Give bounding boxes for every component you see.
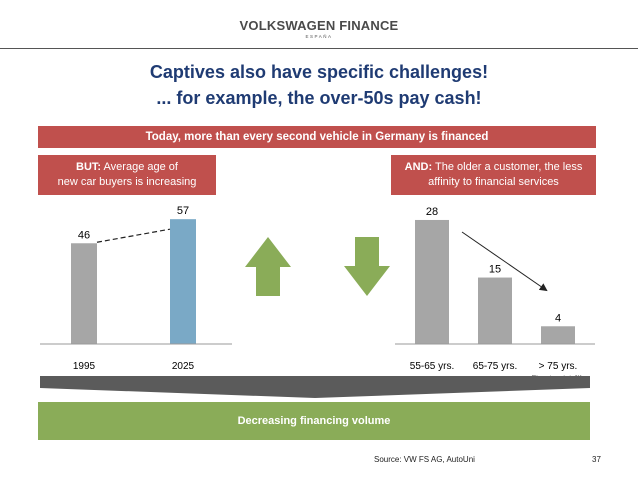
affinity-callout-bold: AND: bbox=[404, 161, 433, 173]
age-callout-box: BUT: Average age of new car buyers is in… bbox=[38, 155, 216, 195]
chart1-value-2025: 57 bbox=[177, 205, 189, 217]
chart2-bar-75-plus bbox=[541, 326, 575, 344]
chart2-bar-65-75 bbox=[478, 277, 512, 344]
financing-banner: Today, more than every second vehicle in… bbox=[38, 126, 596, 148]
page-number: 37 bbox=[592, 455, 601, 464]
chart2-value-55-65: 28 bbox=[426, 206, 438, 218]
chart2-label-55-65: 55-65 yrs. bbox=[410, 361, 454, 372]
affinity-callout-text-2: affinity to financial services bbox=[428, 176, 559, 188]
slide-title-line-2: ... for example, the over-50s pay cash! bbox=[156, 88, 482, 108]
up-arrow-icon bbox=[245, 237, 291, 296]
chart2-bar-55-65 bbox=[415, 219, 449, 344]
chart1-label-1995: 1995 bbox=[73, 361, 96, 372]
chart1-bar-1995 bbox=[71, 243, 97, 344]
age-callout-text-2: new car buyers is increasing bbox=[57, 176, 197, 188]
affinity-callout-line-1: AND: The older a customer, the less bbox=[405, 160, 583, 175]
chart1-trend-dash bbox=[96, 228, 171, 243]
age-callout-bold: BUT: bbox=[76, 161, 102, 173]
chart2-label-75-plus: > 75 yrs. bbox=[539, 361, 578, 372]
source-note: Source: VW FS AG, AutoUni bbox=[374, 455, 475, 464]
convergence-chevron bbox=[40, 376, 590, 398]
chart2-value-65-75: 15 bbox=[489, 264, 501, 276]
down-arrow-icon bbox=[344, 237, 390, 296]
header-divider bbox=[0, 48, 638, 49]
affinity-callout-box: AND: The older a customer, the less affi… bbox=[391, 155, 596, 195]
age-callout-text-1: Average age of bbox=[101, 161, 178, 173]
slide-title-line-1: Captives also have specific challenges! bbox=[149, 62, 489, 82]
chart2-value-75-plus: 4 bbox=[555, 312, 561, 324]
chart1-label-2025: 2025 bbox=[172, 361, 195, 372]
chart2-label-65-75: 65-75 yrs. bbox=[473, 361, 517, 372]
brand-subtitle: ESPAÑA bbox=[305, 34, 333, 39]
chart2-decline-arrow bbox=[461, 231, 548, 292]
affinity-callout-text-1: The older a customer, the less bbox=[432, 161, 583, 173]
brand-logo-text: VOLKSWAGEN FINANCE bbox=[239, 18, 399, 33]
chart1-bar-2025 bbox=[170, 219, 196, 344]
age-callout-line-1: BUT: Average age of bbox=[76, 160, 178, 175]
chart1-value-1995: 46 bbox=[78, 229, 90, 241]
financing-volume-bar: Decreasing financing volume bbox=[38, 402, 590, 440]
